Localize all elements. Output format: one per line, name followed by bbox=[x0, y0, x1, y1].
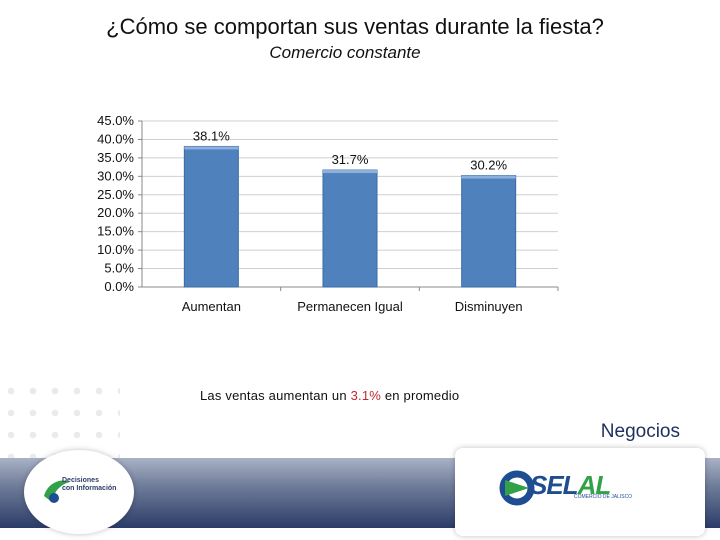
y-tick-label: 45.0% bbox=[97, 113, 134, 128]
y-tick-label: 0.0% bbox=[104, 279, 134, 294]
y-tick-label: 15.0% bbox=[97, 224, 134, 239]
page-subtitle: Comercio constante bbox=[269, 43, 421, 62]
bar-highlight bbox=[184, 146, 239, 150]
logo-line-1: Decisiones bbox=[62, 477, 99, 484]
footer-band: Decisiones con Información SELAL COMERCI… bbox=[0, 444, 720, 540]
selal-part-a: SEL bbox=[530, 470, 579, 500]
y-tick-label: 5.0% bbox=[104, 261, 134, 276]
note-prefix: Las ventas aumentan un bbox=[200, 388, 351, 403]
selal-logo-text: SELAL bbox=[530, 470, 612, 501]
bar-highlight bbox=[461, 175, 516, 179]
bar-chart: 0.0% 5.0% 10.0% 15.0% 20.0% 25.0% 30.0% 35.0% 40… bbox=[97, 113, 559, 314]
note-highlight: 3.1% bbox=[350, 388, 382, 403]
left-logo-badge bbox=[24, 450, 134, 534]
bar-highlight bbox=[323, 170, 377, 174]
bar bbox=[461, 175, 517, 288]
selal-part-b: AL bbox=[577, 470, 612, 500]
right-logo-badge bbox=[455, 448, 705, 536]
y-tick-label: 35.0% bbox=[97, 150, 134, 165]
bar bbox=[322, 169, 378, 288]
data-label: 31.7% bbox=[332, 152, 369, 167]
y-tick-label: 40.0% bbox=[97, 131, 134, 146]
selal-logo-icon bbox=[499, 470, 535, 506]
logo-line-2: con Información bbox=[62, 485, 117, 492]
y-tick-label: 10.0% bbox=[97, 242, 134, 257]
average-note: Las ventas aumentan un 3.1% en promedio bbox=[200, 388, 459, 403]
x-tick-label: Permanecen Igual bbox=[297, 299, 403, 314]
x-tick-label: Aumentan bbox=[182, 299, 241, 314]
y-tick-label: 25.0% bbox=[97, 187, 134, 202]
page-title: ¿Cómo se comportan sus ventas durante la… bbox=[106, 14, 604, 39]
bar bbox=[183, 145, 239, 288]
y-tick-label: 30.0% bbox=[97, 168, 134, 183]
decisiones-logo-icon bbox=[44, 480, 70, 503]
x-tick-label: Disminuyen bbox=[455, 299, 523, 314]
y-tick-label: 20.0% bbox=[97, 205, 134, 220]
decisiones-logo-text: Decisiones con Información bbox=[62, 477, 116, 493]
selal-logo-subtitle: COMERCIO DE JALISCO bbox=[574, 494, 633, 500]
note-suffix: en promedio bbox=[381, 388, 460, 403]
section-label: Negocios bbox=[600, 421, 680, 442]
data-label: 38.1% bbox=[193, 128, 230, 143]
data-label: 30.2% bbox=[470, 158, 507, 173]
